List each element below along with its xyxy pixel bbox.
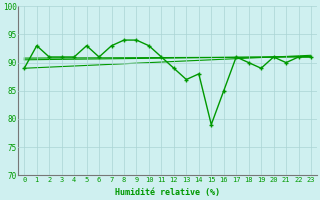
X-axis label: Humidité relative (%): Humidité relative (%) xyxy=(115,188,220,197)
